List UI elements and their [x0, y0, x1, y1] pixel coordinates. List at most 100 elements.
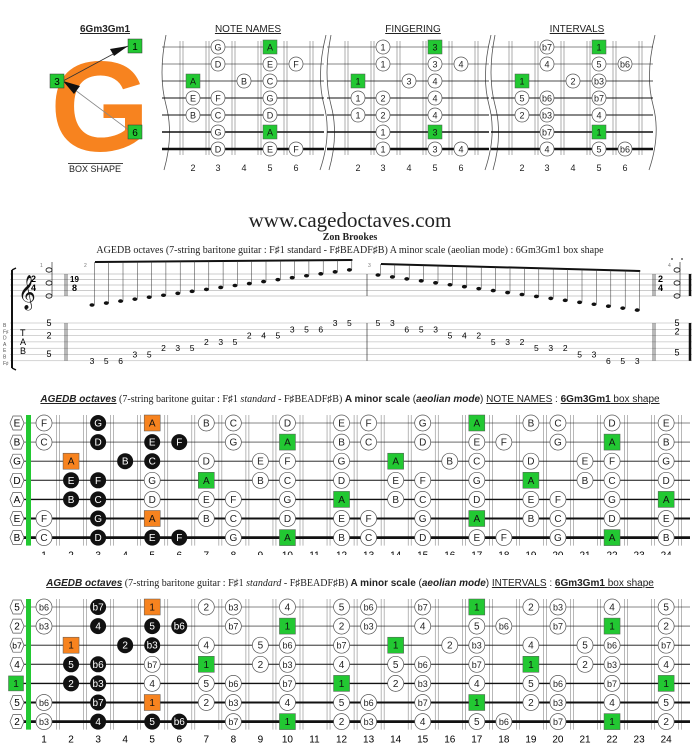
svg-text:D: D [203, 457, 210, 468]
svg-text:C: C [40, 533, 47, 544]
fret-marker: B [441, 452, 459, 470]
fret-marker: A [185, 73, 201, 89]
fret-number: 13 [363, 551, 375, 555]
fret-marker: b7 [539, 39, 555, 55]
fret-marker: b7 [549, 713, 567, 730]
svg-text:b7: b7 [147, 660, 157, 670]
svg-text:C: C [230, 419, 237, 430]
svg-text:C: C [419, 495, 426, 506]
svg-text:1: 1 [40, 263, 43, 269]
fret-marker: B [522, 414, 540, 432]
fret-marker: A [143, 414, 161, 432]
site-url[interactable]: www.cagedoctaves.com [248, 208, 452, 232]
svg-text:b7: b7 [282, 679, 292, 689]
fret-number: 24 [661, 551, 673, 555]
fret-marker: E [144, 529, 161, 546]
svg-text:b3: b3 [39, 717, 49, 727]
fret-number: 14 [390, 551, 402, 555]
svg-text:2: 2 [204, 698, 210, 709]
svg-text:3: 3 [432, 145, 437, 155]
svg-text:4: 4 [149, 679, 155, 690]
fret-marker: F [603, 452, 621, 470]
svg-text:b7: b7 [337, 641, 347, 651]
svg-text:D: D [663, 476, 670, 487]
svg-text:A: A [528, 476, 535, 487]
svg-text:5: 5 [339, 603, 345, 614]
fret-marker: 1 [333, 675, 350, 692]
fret-marker: 3 [427, 39, 443, 55]
tab-fret: 5 [376, 318, 381, 328]
tab-label: B [20, 346, 26, 356]
svg-text:4: 4 [432, 111, 437, 121]
svg-text:B: B [257, 476, 264, 487]
svg-text:2: 2 [68, 679, 74, 690]
svg-text:5: 5 [339, 698, 345, 709]
fret-marker: 5 [333, 598, 350, 616]
tab-fret: 3 [635, 356, 640, 366]
fret-number: 5 [432, 163, 437, 173]
open-string-marker: A [9, 492, 25, 507]
svg-text:b7: b7 [228, 717, 238, 727]
fret-number: 13 [363, 735, 375, 746]
svg-text:A: A [609, 533, 616, 544]
svg-text:1: 1 [285, 717, 291, 728]
fret-marker: b3 [414, 675, 432, 692]
svg-text:F: F [41, 419, 47, 430]
fret-marker: C [360, 529, 377, 546]
svg-text:A: A [473, 514, 480, 525]
fret-marker: b6 [360, 598, 377, 616]
open-string-marker: 5 [9, 695, 25, 710]
fret-marker: A [62, 452, 80, 470]
fret-marker: 2 [576, 655, 594, 673]
svg-text:2: 2 [339, 622, 345, 633]
svg-text:E: E [203, 495, 210, 506]
svg-text:2: 2 [339, 717, 345, 728]
tab-fret: 6 [118, 356, 123, 366]
tab-fret: 3 [290, 324, 295, 334]
fret-marker: b7 [333, 636, 350, 654]
fret-marker: B [185, 107, 201, 123]
fret-marker: F [414, 471, 432, 489]
svg-text:D: D [419, 533, 426, 544]
fret-marker: 4 [539, 141, 555, 157]
svg-text:D: D [527, 457, 534, 468]
svg-text:6: 6 [132, 128, 138, 139]
fretboard-intervals-title: AGEDB octaves (7-string baritone guitar … [46, 578, 654, 589]
svg-text:4: 4 [544, 60, 549, 70]
fret-marker: E [185, 90, 201, 106]
svg-text:𝄞: 𝄞 [18, 275, 36, 311]
fret-marker: 5 [591, 56, 607, 72]
fret-number: 3 [380, 163, 385, 173]
svg-text:G: G [419, 419, 427, 430]
fret-number: 2 [68, 735, 74, 746]
fret-marker: 2 [252, 655, 269, 673]
svg-text:F♯: F♯ [3, 329, 9, 335]
fret-marker: 4 [453, 56, 469, 72]
fret-number: 5 [149, 735, 155, 746]
tab-fret: 5 [190, 343, 195, 353]
svg-text:C: C [267, 77, 274, 87]
svg-text:5: 5 [519, 94, 524, 104]
svg-text:5: 5 [46, 318, 51, 328]
fret-marker: b6 [35, 598, 53, 616]
svg-text:C: C [608, 476, 615, 487]
svg-text:1: 1 [68, 641, 74, 652]
fret-marker: b7 [549, 617, 567, 635]
svg-text:G: G [284, 495, 292, 506]
fret-marker: F [549, 491, 567, 508]
fret-marker: E [333, 414, 350, 432]
fret-number: 5 [596, 163, 601, 173]
open-string-marker: 2 [9, 618, 25, 634]
svg-text:E: E [663, 419, 670, 430]
fret-marker: 1 [143, 694, 161, 711]
fret-number: 4 [122, 735, 128, 746]
svg-text:1: 1 [393, 641, 399, 652]
fret-marker: b6 [495, 713, 513, 730]
svg-text:4: 4 [663, 660, 669, 671]
open-string-marker: G [9, 453, 25, 469]
fret-marker: 5 [657, 694, 675, 711]
fret-number: 9 [258, 735, 264, 746]
open-string-marker: D [9, 472, 25, 488]
fret-marker: C [225, 510, 242, 527]
